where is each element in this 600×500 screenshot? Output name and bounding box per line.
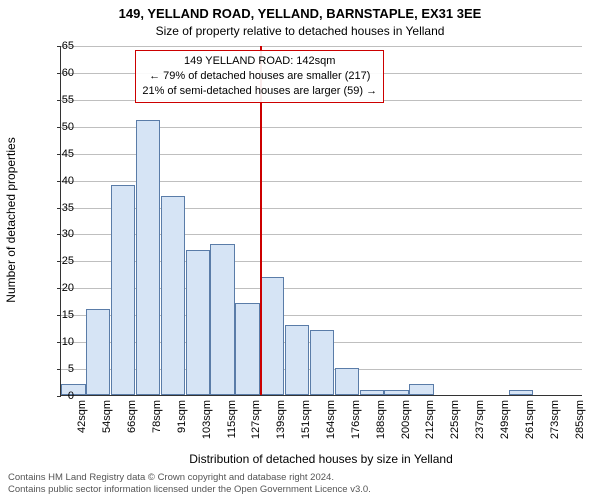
- xtick-label: 237sqm: [474, 400, 486, 448]
- footer-line-1: Contains HM Land Registry data © Crown c…: [8, 472, 592, 484]
- histogram-bar: [111, 185, 135, 395]
- histogram-bar: [509, 390, 533, 395]
- histogram-bar: [235, 303, 259, 395]
- xtick-label: 200sqm: [400, 400, 412, 448]
- ytick-label: 30: [50, 228, 74, 240]
- xtick-label: 91sqm: [176, 400, 188, 448]
- xtick-label: 54sqm: [101, 400, 113, 448]
- histogram-bar: [310, 330, 334, 395]
- xtick-label: 249sqm: [499, 400, 511, 448]
- ytick-label: 10: [50, 336, 74, 348]
- ytick-label: 25: [50, 255, 74, 267]
- histogram-bar: [210, 244, 234, 395]
- ytick-label: 55: [50, 94, 74, 106]
- histogram-bar: [285, 325, 309, 395]
- callout-box: 149 YELLAND ROAD: 142sqm← 79% of detache…: [135, 50, 384, 103]
- ytick-label: 5: [50, 363, 74, 375]
- histogram-bar: [384, 390, 408, 395]
- chart-container: 149, YELLAND ROAD, YELLAND, BARNSTAPLE, …: [0, 0, 600, 500]
- ytick-label: 50: [50, 121, 74, 133]
- ytick-label: 45: [50, 148, 74, 160]
- xtick-label: 66sqm: [126, 400, 138, 448]
- histogram-bar: [186, 250, 210, 395]
- xtick-label: 176sqm: [350, 400, 362, 448]
- xtick-label: 103sqm: [201, 400, 213, 448]
- ytick-label: 40: [50, 175, 74, 187]
- ytick-label: 65: [50, 40, 74, 52]
- histogram-bar: [360, 390, 384, 395]
- xtick-label: 285sqm: [574, 400, 586, 448]
- callout-line1: 149 YELLAND ROAD: 142sqm: [142, 54, 377, 69]
- histogram-bar: [260, 277, 284, 395]
- histogram-bar: [409, 384, 433, 395]
- ytick-label: 35: [50, 202, 74, 214]
- xtick-label: 225sqm: [449, 400, 461, 448]
- xtick-label: 127sqm: [250, 400, 262, 448]
- callout-line2: ← 79% of detached houses are smaller (21…: [142, 69, 377, 84]
- xtick-label: 151sqm: [300, 400, 312, 448]
- ytick-label: 20: [50, 282, 74, 294]
- xtick-label: 261sqm: [524, 400, 536, 448]
- xtick-label: 212sqm: [424, 400, 436, 448]
- histogram-bar: [335, 368, 359, 395]
- ytick-label: 15: [50, 309, 74, 321]
- callout-line3: 21% of semi-detached houses are larger (…: [142, 84, 377, 99]
- histogram-bar: [86, 309, 110, 395]
- xtick-label: 164sqm: [325, 400, 337, 448]
- plot-area: 149 YELLAND ROAD: 142sqm← 79% of detache…: [60, 46, 582, 396]
- y-axis-label: Number of detached properties: [4, 137, 18, 302]
- xtick-label: 273sqm: [549, 400, 561, 448]
- ytick-label: 0: [50, 390, 74, 402]
- histogram-bar: [161, 196, 185, 395]
- chart-subtitle: Size of property relative to detached ho…: [0, 24, 600, 38]
- x-axis-label: Distribution of detached houses by size …: [60, 452, 582, 466]
- gridline: [61, 46, 582, 47]
- xtick-label: 78sqm: [151, 400, 163, 448]
- histogram-bar: [136, 120, 160, 395]
- chart-title-address: 149, YELLAND ROAD, YELLAND, BARNSTAPLE, …: [0, 6, 600, 21]
- ytick-label: 60: [50, 67, 74, 79]
- xtick-label: 42sqm: [76, 400, 88, 448]
- footer-line-2: Contains public sector information licen…: [8, 484, 592, 496]
- xtick-label: 115sqm: [226, 400, 238, 448]
- footer-attribution: Contains HM Land Registry data © Crown c…: [8, 472, 592, 496]
- xtick-label: 188sqm: [375, 400, 387, 448]
- xtick-label: 139sqm: [275, 400, 287, 448]
